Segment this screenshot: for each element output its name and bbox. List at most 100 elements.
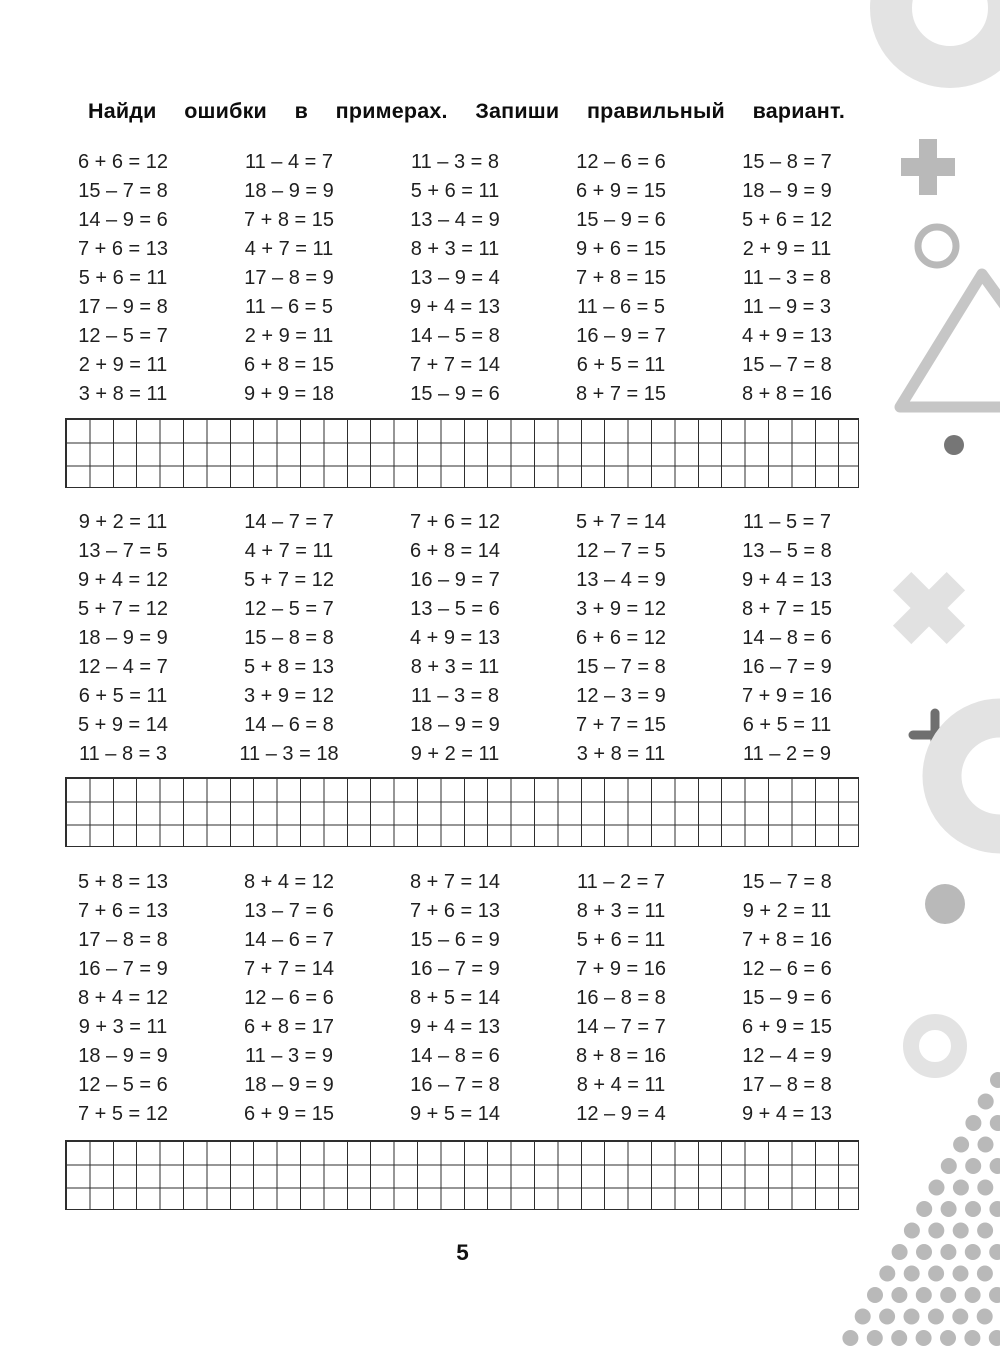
- equation: 17 – 8 = 8: [78, 929, 168, 951]
- equation: 9 + 9 = 18: [243, 383, 335, 405]
- equation: 5 + 6 = 11: [576, 929, 666, 951]
- circle-outline-icon: [914, 223, 960, 269]
- equation: 9 + 6 = 15: [575, 238, 667, 260]
- equation: 13 – 5 = 6: [410, 598, 500, 620]
- equation: 5 + 7 = 12: [77, 598, 169, 620]
- equation: 13 – 4 = 9: [410, 209, 500, 231]
- equation: 11 – 4 = 7: [244, 151, 334, 173]
- equation: 18 – 9 = 9: [78, 627, 168, 649]
- equation: 17 – 9 = 8: [78, 296, 168, 318]
- equation: 2 + 9 = 11: [742, 238, 832, 260]
- equation: 11 – 3 = 8: [410, 151, 500, 173]
- equation: 17 – 8 = 8: [742, 1074, 832, 1096]
- equation: 12 – 3 = 9: [576, 685, 666, 707]
- equation: 6 + 8 = 15: [243, 354, 335, 376]
- equation: 9 + 4 = 13: [409, 1016, 501, 1038]
- equation: 8 + 3 = 11: [410, 656, 500, 678]
- equation: 16 – 7 = 9: [742, 656, 832, 678]
- equation: 6 + 6 = 12: [77, 151, 169, 173]
- equation: 12 – 5 = 7: [78, 325, 168, 347]
- equation-block-3: 5 + 8 = 13 7 + 6 = 13 17 – 8 = 8 16 – 7 = 9…: [40, 868, 870, 1129]
- equation: 8 + 4 = 12: [243, 871, 335, 893]
- equation: 11 – 5 = 7: [742, 511, 832, 533]
- equation: 11 – 3 = 18: [239, 743, 339, 765]
- equation: 11 – 9 = 3: [742, 296, 832, 318]
- equation: 11 – 3 = 9: [244, 1045, 334, 1067]
- equation: 18 – 9 = 9: [244, 180, 334, 202]
- equation: 18 – 9 = 9: [742, 180, 832, 202]
- equation: 16 – 8 = 8: [576, 987, 666, 1009]
- equation: 14 – 8 = 6: [742, 627, 832, 649]
- equation: 16 – 7 = 9: [78, 958, 168, 980]
- equation: 5 + 6 = 12: [741, 209, 833, 231]
- equation: 3 + 9 = 12: [243, 685, 335, 707]
- equation: 11 – 2 = 9: [742, 743, 832, 765]
- equation: 7 + 7 = 14: [409, 354, 501, 376]
- equation: 15 – 9 = 6: [742, 987, 832, 1009]
- equation: 7 + 6 = 12: [409, 511, 501, 533]
- equation: 8 + 5 = 14: [409, 987, 501, 1009]
- equation: 8 + 3 = 11: [576, 900, 666, 922]
- equation: 4 + 7 = 11: [244, 540, 334, 562]
- answer-grid-1: [65, 418, 859, 488]
- equation: 15 – 7 = 8: [78, 180, 168, 202]
- equation: 14 – 9 = 6: [78, 209, 168, 231]
- equation: 13 – 4 = 9: [576, 569, 666, 591]
- equation: 6 + 9 = 15: [741, 1016, 833, 1038]
- x-mark-icon: [892, 571, 966, 645]
- plus-icon: [901, 139, 955, 195]
- page-title: Найди ошибки в примерах. Запиши правильн…: [88, 99, 845, 123]
- equation: 9 + 4 = 13: [741, 569, 833, 591]
- equation: 13 – 9 = 4: [410, 267, 500, 289]
- equation: 12 – 4 = 7: [78, 656, 168, 678]
- equation: 9 + 4 = 13: [409, 296, 501, 318]
- triangle-outline-icon: [894, 268, 1000, 413]
- equation: 9 + 2 = 11: [742, 900, 832, 922]
- equation: 11 – 8 = 3: [78, 743, 168, 765]
- equation: 3 + 8 = 11: [78, 383, 168, 405]
- equation: 11 – 3 = 8: [410, 685, 500, 707]
- equation: 3 + 9 = 12: [575, 598, 667, 620]
- equation: 6 + 9 = 15: [575, 180, 667, 202]
- page-number: 5: [456, 1240, 469, 1265]
- equation: 4 + 9 = 13: [741, 325, 833, 347]
- equation: 4 + 7 = 11: [244, 238, 334, 260]
- equation: 15 – 8 = 7: [742, 151, 832, 173]
- equation: 6 + 5 = 11: [576, 354, 666, 376]
- equation: 9 + 3 = 11: [78, 1016, 168, 1038]
- equation: 7 + 6 = 13: [77, 900, 169, 922]
- equation: 18 – 9 = 9: [244, 1074, 334, 1096]
- equation: 14 – 7 = 7: [244, 511, 334, 533]
- equation: 18 – 9 = 9: [410, 714, 500, 736]
- equation: 12 – 4 = 9: [742, 1045, 832, 1067]
- thin-cross-icon: [908, 708, 962, 762]
- equation: 6 + 5 = 11: [742, 714, 832, 736]
- equation: 16 – 9 = 7: [576, 325, 666, 347]
- equation: 5 + 8 = 13: [243, 656, 335, 678]
- equation: 12 – 9 = 4: [576, 1103, 666, 1125]
- large-ring-icon: [922, 698, 1000, 854]
- equation: 7 + 6 = 13: [409, 900, 501, 922]
- equation: 15 – 6 = 9: [410, 929, 500, 951]
- equation: 6 + 5 = 11: [78, 685, 168, 707]
- equation: 12 – 6 = 6: [244, 987, 334, 1009]
- equation: 6 + 8 = 14: [409, 540, 501, 562]
- equation: 7 + 5 = 12: [77, 1103, 169, 1125]
- equation: 5 + 6 = 11: [410, 180, 500, 202]
- equation: 16 – 7 = 8: [410, 1074, 500, 1096]
- equation: 7 + 8 = 15: [243, 209, 335, 231]
- equation: 11 – 6 = 5: [244, 296, 334, 318]
- equation: 14 – 6 = 7: [244, 929, 334, 951]
- equation: 8 + 4 = 12: [77, 987, 169, 1009]
- equation: 7 + 9 = 16: [575, 958, 667, 980]
- equation: 12 – 6 = 6: [742, 958, 832, 980]
- equation: 15 – 9 = 6: [576, 209, 666, 231]
- equation: 8 + 7 = 15: [741, 598, 833, 620]
- equation: 9 + 2 = 11: [78, 511, 168, 533]
- equation: 11 – 2 = 7: [576, 871, 666, 893]
- equation: 18 – 9 = 9: [78, 1045, 168, 1067]
- equation: 8 + 7 = 14: [409, 871, 501, 893]
- equation: 12 – 5 = 7: [244, 598, 334, 620]
- equation: 17 – 8 = 9: [244, 267, 334, 289]
- equation: 9 + 4 = 13: [741, 1103, 833, 1125]
